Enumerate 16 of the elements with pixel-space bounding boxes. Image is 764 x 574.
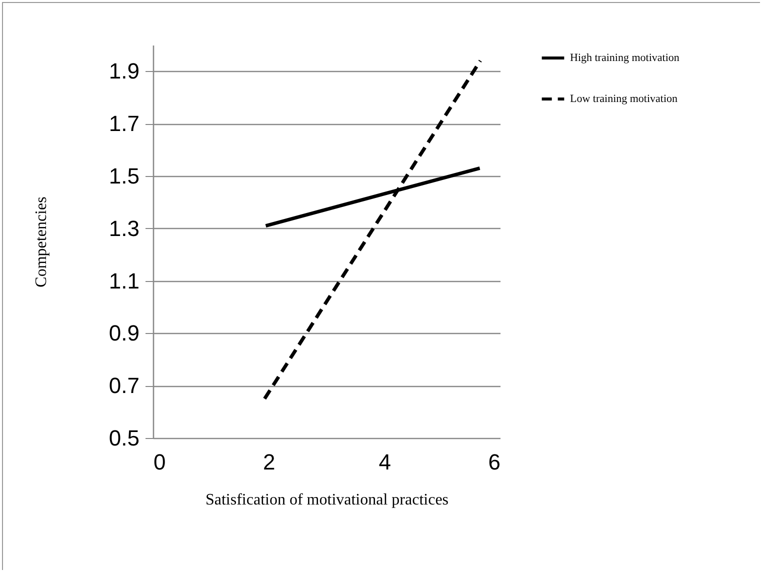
x-axis-title: Satisfication of motivational practices — [205, 492, 449, 508]
x-tick-label: 2 — [263, 450, 276, 474]
y-tick-label: 0.9 — [108, 320, 140, 346]
y-axis-title: Competencies — [32, 196, 50, 288]
legend-label: Low training motivation — [570, 93, 678, 105]
x-tick-label: 4 — [378, 450, 391, 474]
y-tick-label: 1.7 — [108, 111, 140, 136]
y-tick-label: 1.5 — [108, 164, 140, 188]
y-tick-label: 1.3 — [108, 216, 140, 241]
y-tick-label: 0.5 — [108, 426, 140, 450]
legend-label: High training motivation — [570, 52, 680, 64]
x-tick-label: 0 — [154, 450, 166, 474]
y-tick-label: 1.9 — [108, 58, 140, 84]
y-tick-label: 1.1 — [108, 268, 140, 294]
x-tick-label: 6 — [488, 450, 500, 474]
y-tick-label: 0.7 — [108, 373, 140, 398]
